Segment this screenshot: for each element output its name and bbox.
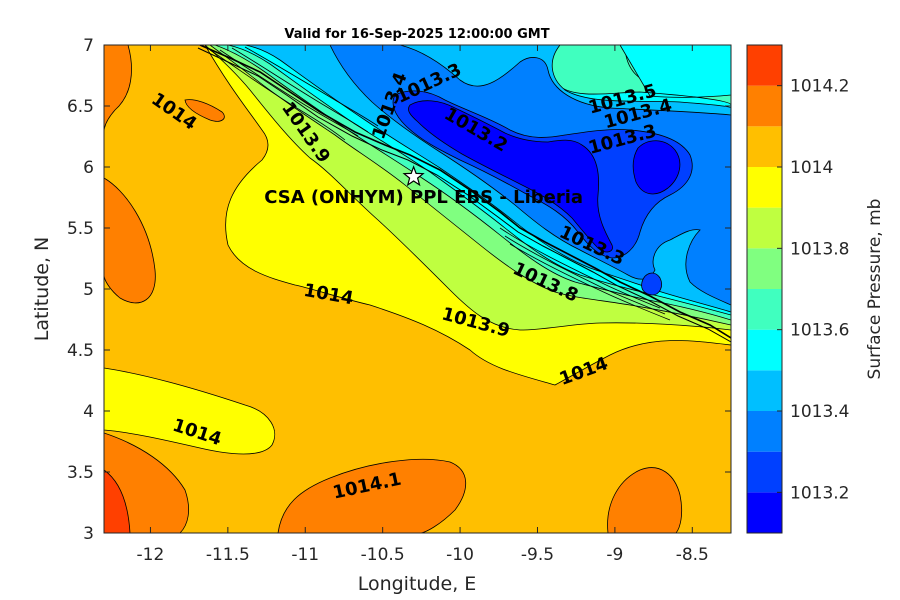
region-1013-1 (408, 100, 613, 253)
region-1014-1-northwest (184, 99, 225, 122)
x-tick-label: -9 (606, 545, 623, 565)
site-marker: CSA (ONHYM) PPL EBS - Liberia (264, 165, 583, 208)
x-tick-label: -9.5 (521, 545, 554, 565)
colorbar-tick-label: 1014.2 (790, 77, 849, 97)
colorbar-swatch (747, 248, 782, 289)
y-tick-label: 4 (83, 402, 94, 422)
dense-contours-southeast (499, 227, 671, 321)
site-label: CSA (ONHYM) PPL EBS - Liberia (264, 187, 583, 208)
y-tick-label: 7 (83, 36, 94, 56)
y-tick-label: 6 (83, 158, 94, 178)
coastline-offset (197, 47, 731, 343)
colorbar-swatch (747, 207, 782, 249)
colorbar-swatch (747, 85, 782, 127)
x-tick-label: -10.5 (361, 545, 405, 565)
colorbar-swatch (747, 45, 782, 86)
x-tick-label: -8.5 (676, 545, 709, 565)
colorbar-tick-label: 1014 (790, 158, 833, 178)
y-tick-label: 4.5 (67, 341, 94, 361)
y-tick-label: 3 (83, 524, 94, 544)
y-tick-label: 6.5 (67, 97, 94, 117)
y-axis-label: Latitude, N (31, 237, 53, 342)
region-1013-1-east (632, 140, 681, 195)
chart-title: Valid for 16-Sep-2025 12:00:00 GMT (284, 27, 549, 42)
y-tick-label: 5 (83, 280, 94, 300)
colorbar-tick-label: 1013.4 (790, 402, 849, 422)
x-tick-label: -12 (137, 545, 165, 565)
colorbar-swatch (747, 289, 782, 330)
region-1013-9-south (104, 367, 276, 455)
x-tick-label: -10 (446, 545, 474, 565)
y-tick-label: 5.5 (67, 219, 94, 239)
colorbar-swatch (747, 126, 782, 167)
colorbar-tick-label: 1013.6 (790, 321, 849, 341)
region-1014-1-left (104, 177, 156, 304)
colorbar-label: Surface Pressure, mb (865, 199, 885, 380)
x-tick-label: -11 (291, 545, 319, 565)
plot-area (104, 45, 731, 533)
colorbar: 1013.2 1013.4 1013.6 1013.8 1014 1014.2 (746, 44, 849, 534)
colorbar-tick-label: 1013.8 (790, 239, 849, 259)
y-axis: 3 3.5 4 4.5 5 5.5 6 6.5 7 (67, 36, 731, 544)
star-icon (402, 165, 425, 187)
colorbar-frame (746, 44, 783, 534)
colorbar-swatch (747, 492, 782, 533)
region-1013-2-knot (641, 272, 662, 296)
x-axis-label: Longitude, E (358, 573, 477, 595)
colorbar-swatch (747, 411, 782, 452)
dense-contours-northwest (209, 46, 379, 141)
region-1014-1-southeast (607, 467, 683, 533)
colorbar-tick-label: 1013.2 (790, 483, 849, 503)
x-tick-label: -11.5 (206, 545, 250, 565)
colorbar-swatch (747, 167, 782, 208)
colorbar-swatch (747, 451, 782, 493)
x-axis: -12 -11.5 -11 -10.5 -10 -9.5 -9 -8.5 (137, 45, 709, 565)
colorbar-swatch (747, 329, 782, 371)
colorbar-swatch (747, 370, 782, 411)
y-tick-label: 3.5 (67, 463, 94, 483)
coastline (199, 45, 731, 339)
region-1014-1-south (277, 458, 467, 533)
region-1014-1-west (104, 45, 132, 133)
